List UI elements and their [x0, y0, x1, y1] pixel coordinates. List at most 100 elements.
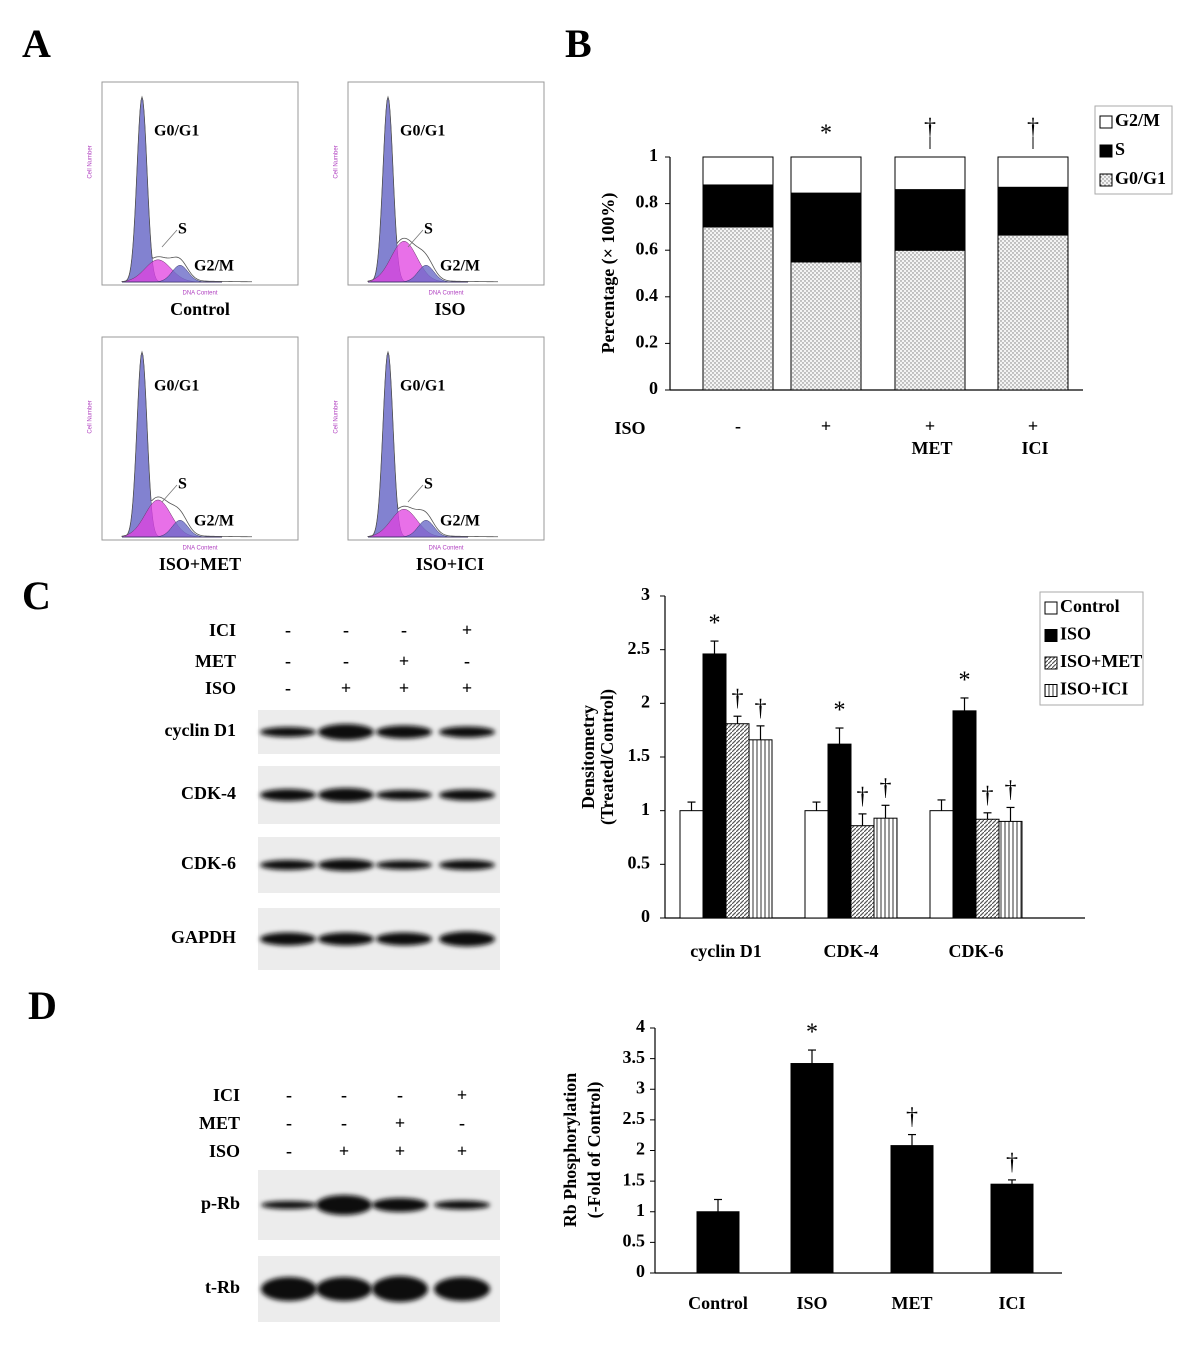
panel-label: B: [565, 21, 592, 66]
x-tick-label: +: [821, 416, 831, 436]
bar-segment: [702, 184, 774, 228]
treatment-sign: +: [395, 1113, 405, 1133]
bar: [696, 1211, 740, 1274]
histogram-outline: [121, 350, 253, 538]
plot-title: Control: [170, 299, 230, 319]
significance-marker: †: [857, 783, 869, 809]
significance-marker: †: [982, 782, 994, 808]
g2-peak: [368, 520, 468, 538]
y-axis-label: Rb Phosphorylation: [560, 1073, 580, 1228]
x-tick-label: +: [1028, 416, 1038, 436]
blot-band: [434, 1277, 490, 1301]
blot-band: [260, 860, 316, 870]
significance-marker: *: [820, 121, 832, 147]
peak-label: G2/M: [194, 258, 234, 275]
bar: [890, 1145, 934, 1274]
x-tick-label: -: [735, 416, 741, 436]
legend-label: G2/M: [1115, 110, 1160, 130]
significance-marker: *: [959, 667, 971, 693]
band-label: GAPDH: [171, 927, 236, 947]
treatment-sign: +: [341, 678, 351, 698]
blot-band: [261, 1201, 317, 1209]
leader: [407, 229, 424, 248]
leader: [161, 484, 178, 503]
treatment-label: MET: [199, 1113, 240, 1133]
blot-band: [376, 932, 432, 946]
legend-label: ISO+MET: [1060, 651, 1142, 671]
axis-label: DNA Content: [428, 546, 463, 552]
peak-label: G2/M: [440, 258, 480, 275]
axis-label: DNA Content: [428, 291, 463, 297]
treatment-sign: -: [343, 620, 349, 640]
peak-label: S: [424, 476, 433, 493]
blot-band: [439, 931, 495, 947]
blot-band: [439, 789, 495, 801]
y-tick-label: 2.5: [623, 1108, 646, 1128]
legend-swatch: [1044, 601, 1058, 615]
bar-segment: [997, 186, 1069, 236]
y-tick-label: 2.5: [628, 638, 651, 658]
histogram-frame: [101, 81, 299, 286]
treatment-sign: +: [457, 1141, 467, 1161]
blot-band: [318, 932, 374, 946]
treatment-sign: -: [285, 678, 291, 698]
blot-band: [439, 726, 495, 738]
blot-band: [318, 724, 374, 740]
blot-band: [260, 932, 316, 946]
band-label: cyclin D1: [165, 720, 237, 740]
blot-band: [376, 725, 432, 739]
peak-label: S: [424, 221, 433, 238]
bar: [975, 818, 1000, 919]
x-tick-label: MET: [891, 1293, 932, 1313]
blot-band: [316, 1277, 372, 1301]
panel-label: D: [28, 983, 57, 1028]
treatment-sign: -: [286, 1141, 292, 1161]
legend-swatch: [1099, 115, 1113, 129]
y-axis-label: Percentage (× 100%): [598, 193, 619, 354]
bar-segment: [702, 156, 774, 186]
bar: [827, 743, 852, 919]
y-tick-label: 0.8: [636, 192, 659, 212]
peak-label: G2/M: [440, 513, 480, 530]
x-tick-label: Control: [688, 1293, 748, 1313]
blot-band: [261, 1277, 317, 1301]
y-tick-label: 0.4: [636, 285, 659, 305]
y-tick-label: 2: [641, 691, 650, 711]
y-tick-label: 0.5: [623, 1231, 646, 1251]
blot-band: [376, 790, 432, 800]
axis-label: Cell Number: [334, 145, 340, 178]
significance-marker: †: [924, 115, 936, 141]
bar-segment: [997, 234, 1069, 391]
treatment-sign: +: [462, 678, 472, 698]
treatment-sign: -: [285, 620, 291, 640]
treatment-sign: -: [341, 1113, 347, 1133]
bar-segment: [894, 249, 966, 391]
treatment-sign: -: [341, 1085, 347, 1105]
treatment-sign: -: [286, 1113, 292, 1133]
peak-label: G2/M: [194, 513, 234, 530]
histogram-outline: [367, 350, 499, 538]
y-tick-label: 1: [641, 799, 650, 819]
significance-marker: †: [732, 686, 744, 712]
y-axis-label: (-Fold of Control): [584, 1082, 605, 1219]
significance-marker: †: [880, 775, 892, 801]
treatment-sign: +: [457, 1085, 467, 1105]
y-tick-label: 0.5: [628, 852, 651, 872]
legend-swatch: [1044, 684, 1058, 697]
bar-segment: [894, 156, 966, 191]
band-label: CDK-6: [181, 853, 236, 873]
treatment-label: ICI: [213, 1085, 240, 1105]
treatment-sign: +: [395, 1141, 405, 1161]
bar-segment: [702, 226, 774, 391]
histogram-outline: [367, 95, 499, 283]
y-axis-label: (Treated/Control): [597, 689, 618, 825]
legend-label: G0/G1: [1115, 168, 1166, 188]
y-axis-label: Densitometry: [578, 705, 598, 809]
peak-label: G0/G1: [400, 123, 445, 140]
axis-label: Cell Number: [88, 145, 94, 178]
significance-marker: *: [806, 1020, 818, 1046]
blot-band: [316, 1195, 372, 1215]
significance-marker: †: [1027, 115, 1039, 141]
treatment-sign: -: [401, 620, 407, 640]
x-tick-label: +: [925, 416, 935, 436]
